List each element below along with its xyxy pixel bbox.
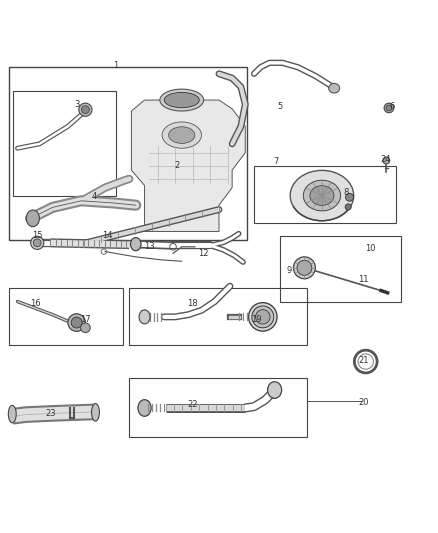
Ellipse shape: [139, 310, 150, 324]
Text: 22: 22: [187, 400, 198, 409]
Bar: [129, 378, 307, 437]
Text: 13: 13: [144, 243, 154, 251]
Text: 21: 21: [358, 356, 369, 365]
Text: 8: 8: [343, 188, 349, 197]
Ellipse shape: [386, 105, 392, 111]
Bar: [13, 91, 116, 197]
Text: 18: 18: [187, 299, 198, 308]
Ellipse shape: [68, 314, 85, 332]
Ellipse shape: [131, 238, 141, 251]
Ellipse shape: [383, 157, 390, 164]
Text: 2: 2: [175, 161, 180, 170]
Ellipse shape: [8, 405, 16, 423]
Polygon shape: [131, 100, 245, 231]
Ellipse shape: [164, 92, 199, 108]
Text: 6: 6: [389, 102, 395, 111]
Ellipse shape: [169, 127, 195, 143]
Bar: [9, 288, 123, 345]
Ellipse shape: [26, 210, 39, 227]
Ellipse shape: [162, 122, 201, 148]
Ellipse shape: [256, 310, 270, 324]
Text: 11: 11: [358, 275, 369, 284]
Ellipse shape: [92, 403, 99, 421]
Ellipse shape: [384, 103, 394, 113]
Ellipse shape: [71, 317, 82, 328]
Text: 10: 10: [365, 245, 375, 254]
Ellipse shape: [79, 103, 92, 116]
Text: 23: 23: [45, 409, 56, 418]
Ellipse shape: [310, 185, 334, 205]
Text: 16: 16: [30, 299, 40, 308]
Ellipse shape: [346, 193, 353, 201]
Text: 19: 19: [251, 314, 261, 324]
Ellipse shape: [138, 400, 151, 416]
Ellipse shape: [297, 260, 312, 275]
Text: 24: 24: [380, 155, 391, 164]
Text: 3: 3: [74, 100, 79, 109]
Ellipse shape: [160, 89, 204, 111]
Text: 4: 4: [92, 192, 97, 201]
Text: 14: 14: [102, 231, 113, 240]
Text: 1: 1: [113, 61, 119, 69]
Bar: [280, 236, 401, 302]
Text: 12: 12: [198, 249, 209, 258]
Bar: [129, 288, 307, 345]
Bar: [254, 166, 396, 223]
Text: 5: 5: [278, 102, 283, 111]
Text: 20: 20: [358, 398, 369, 407]
Bar: [9, 67, 247, 240]
Ellipse shape: [81, 323, 90, 333]
Ellipse shape: [268, 382, 282, 398]
Ellipse shape: [33, 239, 41, 247]
Ellipse shape: [328, 84, 340, 93]
Ellipse shape: [345, 204, 351, 210]
Ellipse shape: [293, 257, 315, 279]
Ellipse shape: [81, 106, 89, 114]
Ellipse shape: [290, 171, 354, 221]
Ellipse shape: [303, 180, 341, 211]
Text: 15: 15: [32, 231, 42, 240]
Ellipse shape: [249, 303, 277, 331]
Text: 17: 17: [80, 314, 91, 324]
Text: 7: 7: [273, 157, 279, 166]
Ellipse shape: [252, 306, 274, 328]
Text: 9: 9: [286, 266, 292, 276]
Ellipse shape: [31, 236, 44, 249]
